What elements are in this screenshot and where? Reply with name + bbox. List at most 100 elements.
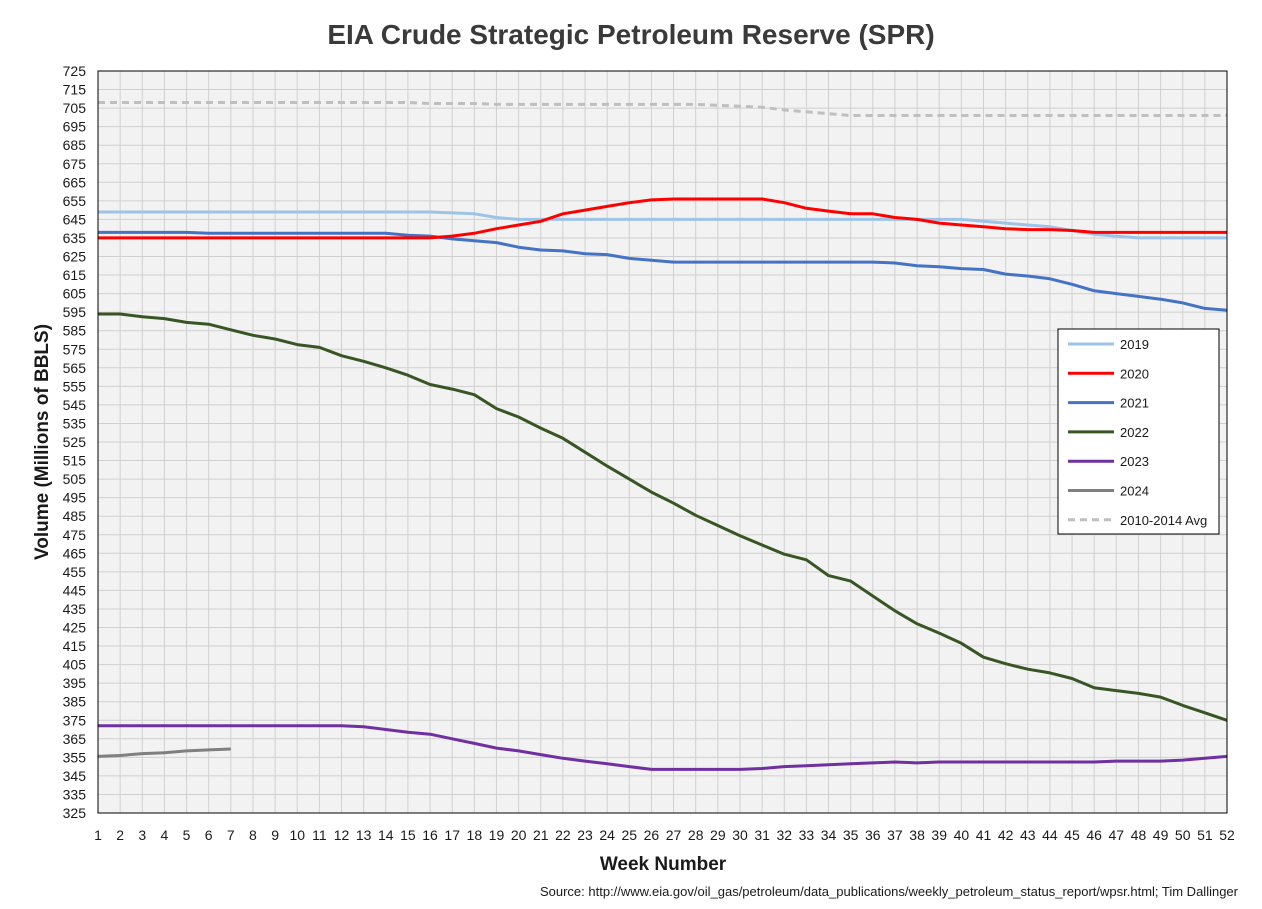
x-tick-label: 15 xyxy=(400,827,416,843)
x-tick-label: 12 xyxy=(334,827,350,843)
grid xyxy=(97,70,1228,814)
y-tick-label: 585 xyxy=(63,323,87,339)
legend-label: 2019 xyxy=(1120,337,1149,352)
y-tick-label: 615 xyxy=(63,267,87,283)
x-tick-label: 40 xyxy=(954,827,970,843)
y-tick-label: 545 xyxy=(63,397,87,413)
x-tick-label: 2 xyxy=(116,827,124,843)
y-tick-label: 375 xyxy=(63,712,87,728)
y-tick-label: 505 xyxy=(63,471,87,487)
x-tick-label: 32 xyxy=(776,827,792,843)
y-tick-label: 635 xyxy=(63,230,87,246)
x-tick-label: 42 xyxy=(998,827,1014,843)
x-tick-label: 36 xyxy=(865,827,881,843)
y-tick-label: 415 xyxy=(63,638,87,654)
x-tick-label: 26 xyxy=(644,827,660,843)
x-tick-label: 17 xyxy=(444,827,460,843)
y-axis-title: Volume (Millions of BBLS) xyxy=(32,324,53,560)
plot-border xyxy=(97,70,1228,814)
x-tick-label: 21 xyxy=(533,827,549,843)
x-tick-label: 24 xyxy=(599,827,615,843)
y-tick-label: 435 xyxy=(63,601,87,617)
x-axis-title: Week Number xyxy=(600,854,727,875)
x-tick-label: 16 xyxy=(422,827,438,843)
y-tick-label: 695 xyxy=(63,119,87,135)
x-tick-label: 30 xyxy=(732,827,748,843)
legend-label: 2021 xyxy=(1120,396,1149,411)
y-tick-label: 485 xyxy=(63,508,87,524)
legend-label: 2022 xyxy=(1120,425,1149,440)
x-tick-label: 37 xyxy=(887,827,903,843)
x-tick-label: 44 xyxy=(1042,827,1058,843)
series-line-2020 xyxy=(98,197,1227,240)
x-tick-label: 39 xyxy=(931,827,947,843)
y-tick-label: 385 xyxy=(63,694,87,710)
x-tick-label: 35 xyxy=(843,827,859,843)
x-axis-ticks: 1 2 3 4 5 6 7 8 9 10 11 12 13 14 15 16 17 18 19 20 21 22 23 24 2… xyxy=(94,827,1235,843)
x-tick-label: 8 xyxy=(249,827,257,843)
x-tick-label: 25 xyxy=(622,827,638,843)
x-tick-label: 49 xyxy=(1153,827,1169,843)
series-lines xyxy=(97,101,1228,771)
y-tick-label: 515 xyxy=(63,453,87,469)
y-tick-label: 425 xyxy=(63,620,87,636)
x-tick-label: 23 xyxy=(577,827,593,843)
legend: 2019 2020 2021 2022 2023 2024 2010-2014 Avg xyxy=(1057,328,1220,535)
x-tick-label: 47 xyxy=(1109,827,1125,843)
y-tick-label: 335 xyxy=(63,786,87,802)
y-tick-label: 705 xyxy=(63,100,87,116)
y-tick-label: 345 xyxy=(63,768,87,784)
source-note: Source: http://www.eia.gov/oil_gas/petro… xyxy=(540,884,1239,899)
x-tick-label: 19 xyxy=(489,827,505,843)
x-tick-label: 46 xyxy=(1086,827,1102,843)
y-tick-label: 605 xyxy=(63,286,87,302)
y-tick-label: 625 xyxy=(63,249,87,265)
series-line-2022 xyxy=(98,312,1228,722)
y-tick-label: 685 xyxy=(63,137,87,153)
x-tick-label: 41 xyxy=(976,827,992,843)
series-line-2010-2014-avg xyxy=(98,101,1227,117)
legend-label: 2020 xyxy=(1120,366,1149,381)
y-axis-ticks: 325 335 345 355 365 375 385 395 405 415 425 435 445 4… xyxy=(63,63,87,821)
y-tick-label: 665 xyxy=(63,174,87,190)
x-tick-label: 29 xyxy=(710,827,726,843)
y-tick-label: 725 xyxy=(63,63,87,79)
x-tick-label: 34 xyxy=(821,827,837,843)
y-tick-label: 405 xyxy=(63,657,87,673)
legend-label: 2010-2014 Avg xyxy=(1120,513,1207,528)
x-tick-label: 6 xyxy=(205,827,213,843)
series-line-2021 xyxy=(98,230,1228,312)
y-tick-label: 495 xyxy=(63,490,87,506)
y-tick-label: 565 xyxy=(63,360,87,376)
x-tick-label: 9 xyxy=(271,827,279,843)
y-tick-label: 535 xyxy=(63,415,87,431)
y-tick-label: 715 xyxy=(63,82,87,98)
y-tick-label: 595 xyxy=(63,304,87,320)
y-tick-label: 455 xyxy=(63,564,87,580)
y-tick-label: 655 xyxy=(63,193,87,209)
x-tick-label: 52 xyxy=(1219,827,1235,843)
x-tick-label: 22 xyxy=(555,827,571,843)
series-line-2023 xyxy=(98,724,1228,771)
y-tick-label: 355 xyxy=(63,749,87,765)
legend-label: 2023 xyxy=(1120,454,1149,469)
y-tick-label: 465 xyxy=(63,545,87,561)
x-tick-label: 3 xyxy=(138,827,146,843)
x-tick-label: 38 xyxy=(909,827,925,843)
x-tick-label: 45 xyxy=(1064,827,1080,843)
legend-label: 2024 xyxy=(1120,484,1149,499)
y-tick-label: 555 xyxy=(63,378,87,394)
x-tick-label: 27 xyxy=(666,827,682,843)
x-tick-label: 1 xyxy=(94,827,102,843)
y-tick-label: 445 xyxy=(63,582,87,598)
chart-title: EIA Crude Strategic Petroleum Reserve (S… xyxy=(327,19,934,50)
x-tick-label: 13 xyxy=(356,827,372,843)
y-tick-label: 575 xyxy=(63,341,87,357)
x-tick-label: 18 xyxy=(467,827,483,843)
x-tick-label: 14 xyxy=(378,827,394,843)
x-tick-label: 7 xyxy=(227,827,235,843)
x-tick-label: 51 xyxy=(1197,827,1213,843)
x-tick-label: 4 xyxy=(161,827,169,843)
x-tick-label: 11 xyxy=(312,827,327,843)
